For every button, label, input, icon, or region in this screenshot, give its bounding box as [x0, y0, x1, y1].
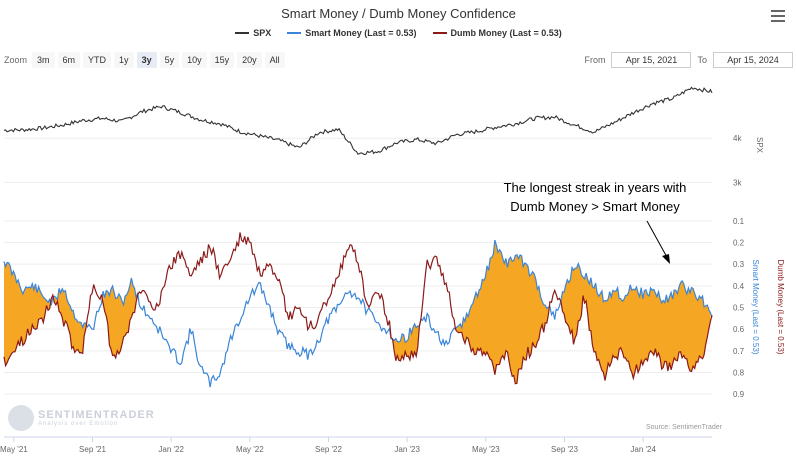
annotation-arrow-head [662, 254, 670, 264]
to-label: To [697, 55, 707, 65]
sentimentrader-logo: SENTIMENTRADER Analysis over Emotion [8, 405, 155, 431]
x-tick-label-3: May '22 [236, 445, 264, 454]
shaded-region-0 [4, 261, 50, 366]
x-tick-label-5: Jan '23 [394, 445, 420, 454]
x-tick-label-8: Jan '24 [630, 445, 656, 454]
spx-axis-title: SPX [755, 137, 764, 154]
shaded-region-1 [54, 288, 86, 354]
legend-item-spx[interactable]: SPX [235, 28, 271, 38]
zoom-label: Zoom [4, 55, 28, 65]
legend-item-smart-money[interactable]: Smart Money (Last = 0.53) [287, 28, 417, 38]
annotation-arrow-shaft [646, 220, 669, 260]
zoom-button-10y[interactable]: 10y [182, 52, 207, 68]
zoom-button-3m[interactable]: 3m [32, 52, 55, 68]
zoom-bar: Zoom 3m 6m YTD 1y 3y 5y 10y 15y 20y All [4, 52, 285, 68]
smart-money-axis-title: Smart Money (Last = 0.53) [751, 260, 760, 355]
sentiment-tick-label-3: 0.4 [733, 282, 745, 291]
zoom-button-5y[interactable]: 5y [159, 52, 180, 68]
x-tick-label-1: Sep '21 [79, 445, 106, 454]
hamburger-menu-icon[interactable] [771, 10, 785, 22]
sentiment-tick-label-7: 0.8 [733, 369, 745, 378]
sentiment-tick-label-2: 0.3 [733, 260, 745, 269]
x-tick-label-0: May '21 [0, 445, 28, 454]
date-range: From Apr 15, 2021 To Apr 15, 2024 [584, 52, 793, 68]
spx-tick-label-0: 4k [733, 134, 742, 143]
shaded-region-2 [103, 278, 138, 358]
legend-swatch-smart-money [287, 32, 302, 34]
legend-swatch-spx [235, 32, 250, 34]
spx-tick-label-1: 3k [733, 178, 742, 187]
source-credit: Source: SentimenTrader [646, 424, 722, 431]
annotation-line-1: The longest streak in years with [503, 180, 687, 195]
shaded-region-4 [455, 240, 549, 384]
legend-swatch-dumb-money [432, 32, 447, 34]
legend-label-dumb-money: Dumb Money (Last = 0.53) [450, 28, 562, 38]
zoom-button-ytd[interactable]: YTD [83, 52, 112, 68]
zoom-button-20y[interactable]: 20y [237, 52, 262, 68]
dumb-money-axis-title: Dumb Money (Last = 0.53) [776, 260, 785, 355]
sentiment-tick-label-6: 0.7 [733, 347, 745, 356]
x-tick-label-6: May '23 [472, 445, 500, 454]
to-date-input[interactable]: Apr 15, 2024 [713, 52, 793, 68]
logo-icon [8, 405, 34, 431]
legend-label-smart-money: Smart Money (Last = 0.53) [305, 28, 417, 38]
sentiment-tick-label-8: 0.9 [733, 390, 745, 399]
from-date-input[interactable]: Apr 15, 2021 [611, 52, 692, 68]
annotation-line-2: Dumb Money > Smart Money [510, 199, 680, 214]
logo-tagline: Analysis over Emotion [38, 421, 119, 427]
legend-item-dumb-money[interactable]: Dumb Money (Last = 0.53) [432, 28, 562, 38]
spx-line [3, 86, 713, 156]
zoom-button-1y[interactable]: 1y [114, 52, 134, 68]
sentiment-tick-label-5: 0.6 [733, 325, 745, 334]
zoom-button-15y[interactable]: 15y [209, 52, 235, 68]
sentiment-tick-label-4: 0.5 [733, 304, 745, 313]
annotation-text: The longest streak in years with Dumb Mo… [470, 178, 720, 216]
x-tick-label-2: Jan '22 [158, 445, 184, 454]
zoom-button-6m[interactable]: 6m [57, 52, 81, 68]
sentiment-tick-label-1: 0.2 [733, 239, 745, 248]
shaded-region-5 [561, 263, 711, 381]
x-tick-label-4: Sep '22 [315, 445, 342, 454]
dumb-money-line [3, 232, 713, 385]
zoom-button-3y[interactable]: 3y [136, 52, 157, 68]
legend-label-spx: SPX [253, 28, 272, 38]
sentiment-tick-label-0: 0.1 [733, 217, 745, 226]
smart-money-line [3, 239, 713, 388]
legend: SPX Smart Money (Last = 0.53) Dumb Money… [0, 28, 797, 38]
logo-name: SENTIMENTRADER [38, 409, 155, 421]
shaded-region-3 [392, 319, 421, 361]
zoom-button-all[interactable]: All [264, 52, 285, 68]
chart-title: Smart Money / Dumb Money Confidence [281, 6, 516, 21]
x-tick-label-7: Sep '23 [551, 445, 578, 454]
from-label: From [584, 55, 606, 65]
